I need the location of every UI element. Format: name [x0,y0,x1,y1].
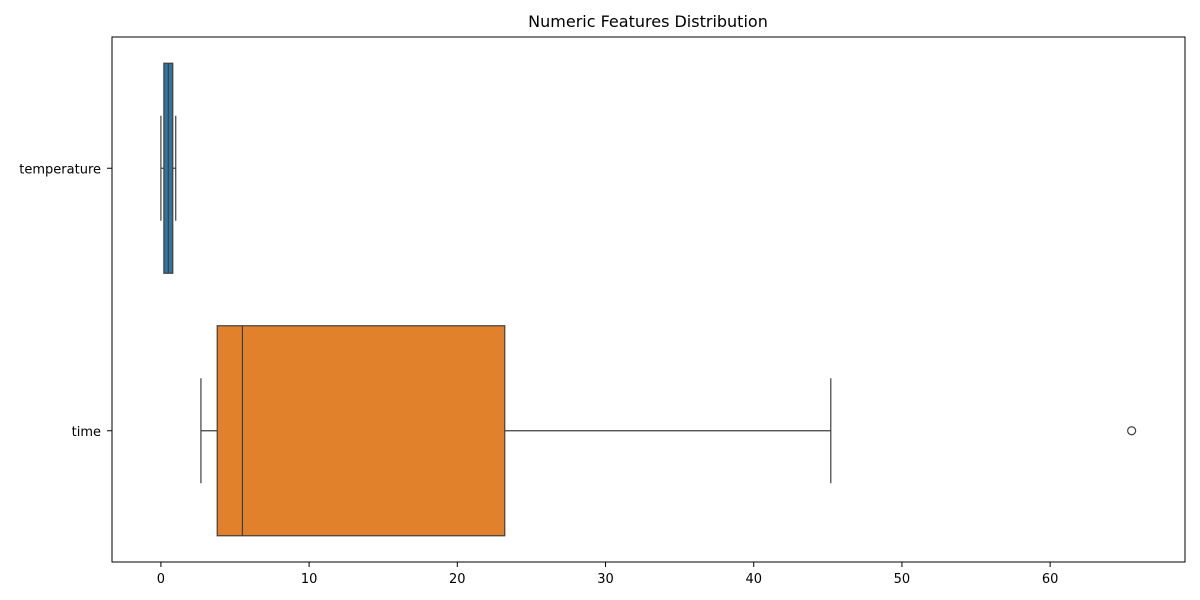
time-outlier-point [1127,426,1137,436]
x-tick-label: 0 [157,572,165,587]
chart-title: Numeric Features Distribution [528,12,768,31]
x-tick-label: 50 [894,572,911,587]
x-tick-label: 40 [745,572,762,587]
y-tick-label: time [72,425,101,440]
y-tick-label: temperature [19,162,101,177]
x-tick-label: 20 [449,572,466,587]
plot-area: 0 10 20 30 40 50 60 temperature time [19,36,1186,587]
time-box [216,325,506,537]
x-tick-label: 10 [301,572,318,587]
x-tick-label: 30 [597,572,614,587]
x-tick-label: 60 [1042,572,1059,587]
plot-frame [111,36,1186,563]
